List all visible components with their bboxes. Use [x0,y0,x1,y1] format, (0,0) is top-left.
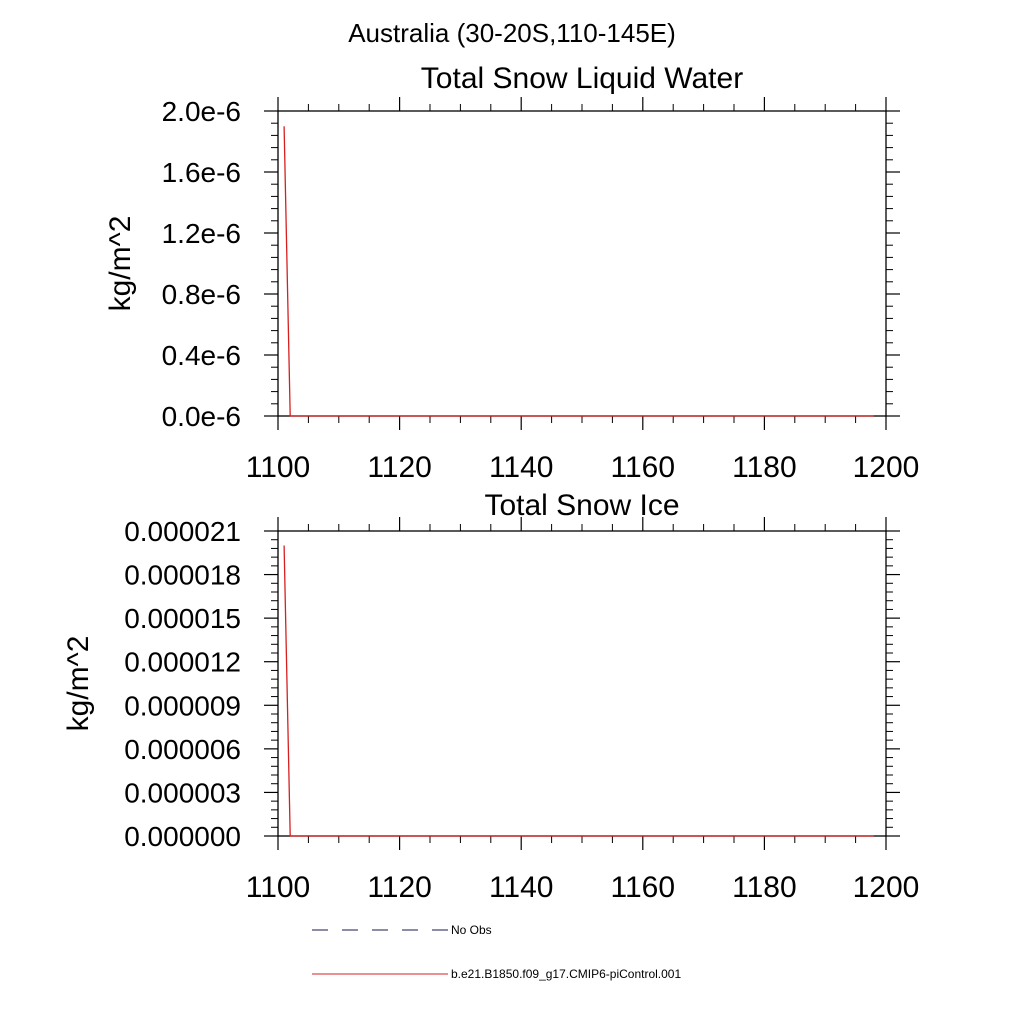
plot-frame [277,110,887,417]
y-axis-label: kg/m^2 [62,636,95,732]
y-tick-label: 0.8e-6 [162,279,241,310]
y-tick-label: 1.2e-6 [162,218,241,249]
y-tick-label: 1.6e-6 [162,157,241,188]
chart-panel-2: Total Snow Ice 1100 1120 1140 1160 1180 1200 0.… [62,489,919,904]
y-tick-label: 0.000003 [124,777,241,808]
x-tick-label: 1160 [611,451,676,484]
chart-title: Total Snow Ice [484,489,679,522]
x-tick-label: 1140 [489,871,554,904]
x-tick-label: 1180 [732,871,797,904]
plot-frame [277,530,887,837]
y-tick-label: 0.000009 [124,690,241,721]
x-tick-label: 1120 [367,871,432,904]
y-tick-label: 0.000021 [124,516,241,547]
y-tick-label: 0.000006 [124,734,241,765]
y-tick-label: 0.000015 [124,603,241,634]
y-axis-label: kg/m^2 [104,216,137,312]
y-tick-label: 2.0e-6 [162,96,241,127]
x-tick-label: 1120 [367,451,432,484]
chart-panel-1: Total Snow Liquid Water 1100 1120 1140 1160 1… [104,62,919,484]
y-tick-label: 0.0e-6 [162,401,241,432]
y-tick-label: 0.000018 [124,560,241,591]
legend-label-2: b.e21.B1850.f09_g17.CMIP6-piControl.001 [451,967,681,981]
legend-label-1: No Obs [451,923,492,937]
series-line-1 [283,545,874,837]
x-tick-label: 1200 [853,451,920,484]
chart-title: Total Snow Liquid Water [421,62,743,95]
x-tick-label: 1140 [489,451,554,484]
y-tick-label: 0.000000 [124,821,241,852]
x-tick-label: 1160 [611,871,676,904]
y-tick-label: 0.000012 [124,647,241,678]
series-line-1 [283,126,874,417]
x-tick-label: 1180 [732,451,797,484]
x-tick-label: 1100 [246,871,311,904]
y-tick-label: 0.4e-6 [162,340,241,371]
figure-title: Australia (30-20S,110-145E) [348,18,676,48]
legend: No Obs b.e21.B1850.f09_g17.CMIP6-piContro… [312,923,681,981]
x-tick-label: 1200 [853,871,920,904]
x-tick-label: 1100 [246,451,311,484]
